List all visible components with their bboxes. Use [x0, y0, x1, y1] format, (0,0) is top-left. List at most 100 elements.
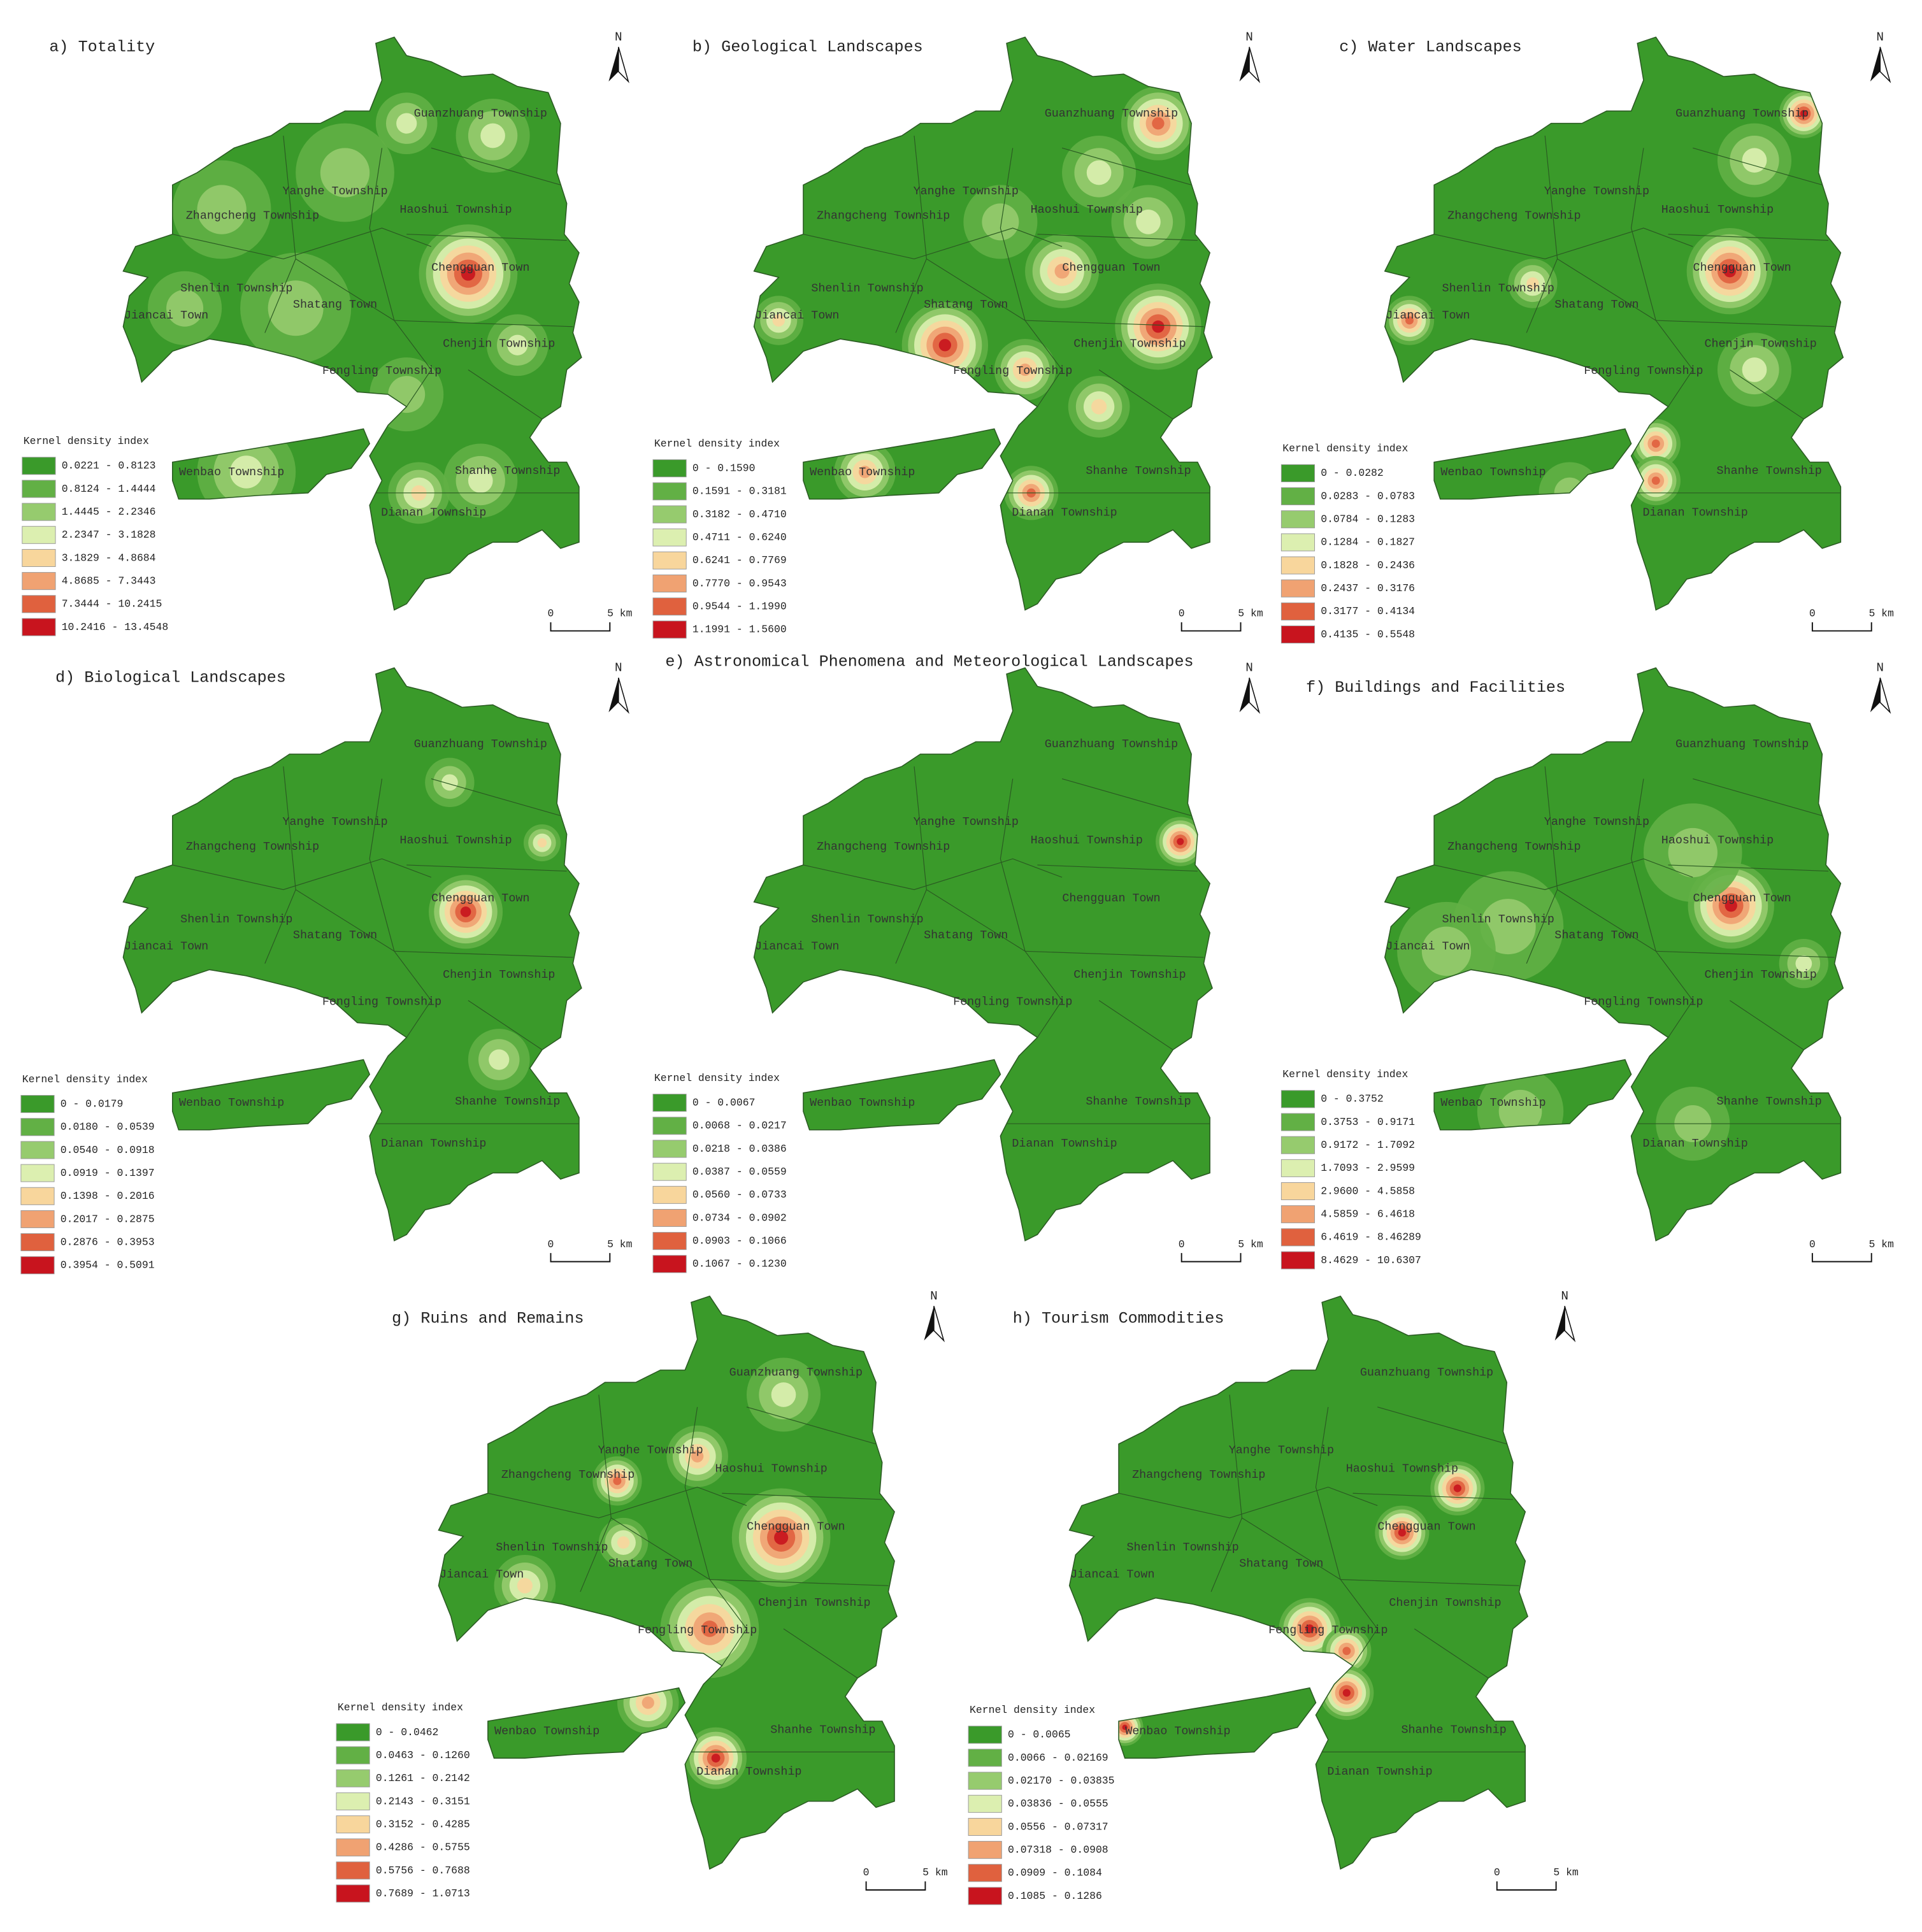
township-label: Chengguan Town [747, 1520, 845, 1533]
boundary [369, 148, 432, 370]
boundary [1000, 148, 1063, 370]
boundary [1340, 1579, 1519, 1586]
township-label: Zhangcheng Township [1447, 840, 1581, 854]
legend-swatch [1280, 533, 1316, 552]
region [123, 668, 582, 1241]
township-label: Jiancai Town [124, 309, 208, 322]
township-label: Zhangcheng Township [817, 210, 950, 223]
township-label: Chenjin Township [1073, 338, 1186, 351]
panel-title: g) Ruins and Remains [392, 1309, 584, 1327]
legend-swatch [336, 1884, 370, 1903]
scale-label: 0 [863, 1866, 870, 1878]
legend-swatch [652, 1140, 687, 1158]
legend-label: 3.1829 - 4.8684 [62, 552, 156, 564]
legend-swatch [22, 526, 56, 544]
boundary [610, 1517, 710, 1580]
township-label: Dianan Township [1643, 1137, 1748, 1150]
panel-title: b) Geological Landscapes [692, 38, 923, 56]
scale-label: 5 km [1238, 608, 1263, 620]
legend-label: 0.0560 - 0.0733 [692, 1189, 787, 1201]
density-blob [441, 774, 458, 791]
scale-label: 5 km [607, 1238, 633, 1250]
legend-title: Kernel density index [22, 1073, 148, 1085]
township-label: Dianan Township [1012, 1137, 1117, 1150]
boundary [406, 369, 432, 407]
north-arrow [1249, 47, 1261, 83]
boundary [1668, 369, 1693, 407]
township-label: Fengling Township [1584, 995, 1703, 1008]
township-label: Jiancai Town [755, 309, 839, 322]
township-label: Chenjin Township [1073, 968, 1186, 982]
township-label: Dianan Township [1012, 506, 1117, 520]
township-label: Yanghe Township [282, 185, 387, 198]
legend-label: 0.6241 - 0.7769 [692, 554, 787, 566]
township-label: Chengguan Town [1062, 261, 1160, 275]
density-surface [1156, 817, 1205, 866]
legend-label: 0.4135 - 0.5548 [1321, 628, 1415, 640]
density-blob [1651, 476, 1660, 485]
legend-swatch [336, 1769, 370, 1787]
legend-label: 10.2416 - 13.4548 [62, 621, 169, 633]
boundary [1434, 858, 1693, 891]
legend-swatch [652, 459, 687, 478]
scale-label: 0 [1809, 608, 1816, 620]
legend-label: 7.3444 - 10.2415 [62, 598, 162, 610]
boundary [783, 1628, 858, 1678]
scale-label: 0 [1494, 1866, 1500, 1878]
density-blob [691, 1450, 704, 1463]
township-label: Haoshui Township [399, 203, 512, 217]
township-label: Chengguan Town [431, 892, 529, 905]
township-label: Guanzhuang Township [1675, 107, 1809, 120]
township-label: Shanhe Township [1401, 1723, 1506, 1736]
legend-swatch [20, 1256, 55, 1275]
density-blob [489, 1049, 510, 1070]
density-blob [774, 1530, 789, 1545]
density-blob [613, 1477, 622, 1485]
legend-label: 0.0463 - 0.1260 [376, 1749, 470, 1761]
township-label: Jiancai Town [1070, 1568, 1154, 1582]
legend-label: 0.2143 - 0.3151 [376, 1795, 470, 1807]
legend-label: 0.7689 - 1.0713 [376, 1887, 470, 1900]
north-label: N [1876, 661, 1884, 675]
north-arrow [1249, 677, 1261, 714]
density-blob [1122, 1724, 1128, 1730]
township-label: Jiancai Town [755, 940, 839, 953]
scale-bar [1180, 1253, 1242, 1263]
map-panel: Guanzhuang Township Yanghe Township Zhangc… [652, 30, 1263, 639]
township-label: Guanzhuang Township [414, 738, 547, 751]
township-label: Shatang Town [293, 929, 377, 942]
legend-swatch [1280, 1251, 1316, 1270]
legend-swatch [652, 528, 687, 547]
scale-label: 5 km [1868, 608, 1894, 620]
north-arrow [1239, 677, 1250, 713]
legend-swatch [20, 1187, 55, 1205]
legend-swatch [22, 457, 56, 475]
township-label: Shanhe Township [770, 1723, 875, 1736]
legend-label: 0.1284 - 0.1827 [1321, 536, 1415, 548]
density-blob [1421, 926, 1472, 976]
township-label: Shatang Town [1554, 298, 1639, 311]
density-surface [1397, 803, 1829, 1161]
township-label: Wenbao Township [179, 1096, 284, 1110]
region [754, 668, 1213, 1241]
boundary [803, 858, 1063, 891]
legend-label: 0.07318 - 0.0908 [1008, 1843, 1108, 1856]
township-label: Shatang Town [1554, 929, 1639, 942]
north-label: N [1245, 661, 1253, 675]
township-label: Yanghe Township [914, 185, 1019, 198]
legend-swatch [336, 1723, 370, 1742]
boundary [1098, 1000, 1173, 1050]
boundary [1557, 889, 1656, 952]
scale-label: 5 km [607, 608, 633, 620]
township-label: Fengling Township [1584, 364, 1703, 378]
legend-label: 0.0919 - 0.1397 [61, 1167, 155, 1179]
township-label: Guanzhuang Township [1360, 1366, 1493, 1380]
north-arrow [933, 1306, 945, 1343]
township-label: Jiancai Town [1386, 309, 1470, 322]
legend-swatch [22, 480, 56, 498]
township-label: Chengguan Town [1377, 1520, 1475, 1533]
legend-swatch [20, 1210, 55, 1228]
legend-label: 0.5756 - 0.7688 [376, 1864, 470, 1877]
boundary [684, 1406, 747, 1629]
density-blob [1795, 955, 1812, 972]
